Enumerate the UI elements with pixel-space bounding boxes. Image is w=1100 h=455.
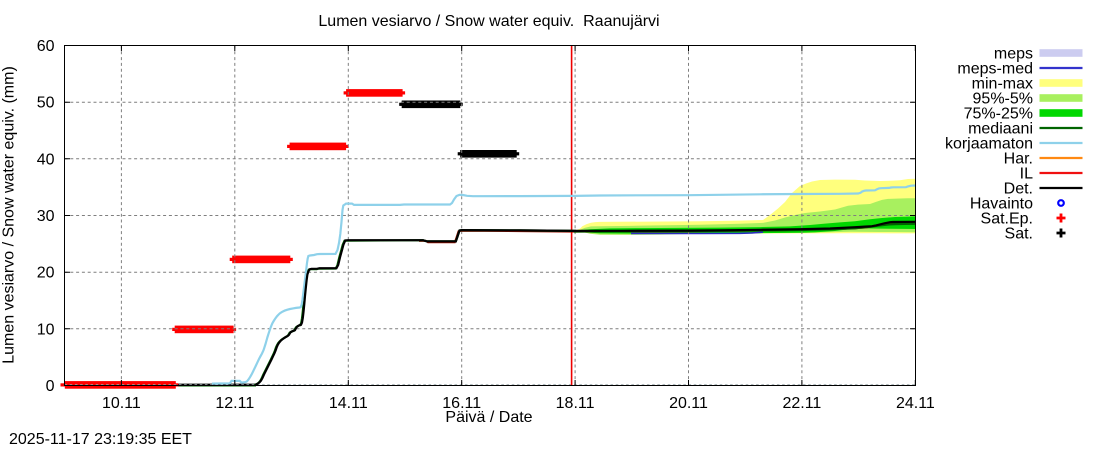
svg-text:korjaamaton: korjaamaton <box>945 136 1033 153</box>
svg-text:12.11: 12.11 <box>215 395 254 412</box>
svg-text:Päivä / Date: Päivä / Date <box>445 409 532 426</box>
svg-text:95%-5%: 95%-5% <box>973 91 1033 108</box>
svg-text:mediaani: mediaani <box>968 121 1033 138</box>
svg-text:meps-med: meps-med <box>957 61 1033 78</box>
svg-text:50: 50 <box>37 95 55 112</box>
svg-text:Sat.: Sat. <box>1005 226 1033 243</box>
svg-text:16.11: 16.11 <box>442 395 481 412</box>
svg-text:22.11: 22.11 <box>782 395 821 412</box>
svg-text:min-max: min-max <box>972 76 1033 93</box>
svg-text:Lumen vesiarvo / Snow water eq: Lumen vesiarvo / Snow water equiv. (mm) <box>1 66 18 364</box>
svg-text:20.11: 20.11 <box>669 395 708 412</box>
svg-text:Lumen vesiarvo / Snow water eq: Lumen vesiarvo / Snow water equiv. Raanu… <box>318 13 659 30</box>
svg-text:40: 40 <box>37 151 55 168</box>
svg-text:Det.: Det. <box>1004 181 1033 198</box>
svg-text:14.11: 14.11 <box>329 395 368 412</box>
svg-text:75%-25%: 75%-25% <box>964 106 1033 123</box>
svg-text:Havainto: Havainto <box>970 196 1033 213</box>
svg-text:20: 20 <box>37 265 55 282</box>
svg-text:0: 0 <box>46 378 55 395</box>
svg-text:meps: meps <box>994 46 1033 63</box>
svg-text:Sat.Ep.: Sat.Ep. <box>981 211 1033 228</box>
svg-text:10: 10 <box>37 321 55 338</box>
svg-text:60: 60 <box>37 38 55 55</box>
svg-text:IL: IL <box>1020 166 1033 183</box>
svg-text:18.11: 18.11 <box>556 395 595 412</box>
svg-text:30: 30 <box>37 208 55 225</box>
svg-text:Har.: Har. <box>1004 151 1033 168</box>
svg-text:10.11: 10.11 <box>102 395 141 412</box>
svg-text:24.11: 24.11 <box>896 395 935 412</box>
svg-text:2025-11-17 23:19:35 EET: 2025-11-17 23:19:35 EET <box>9 431 192 448</box>
